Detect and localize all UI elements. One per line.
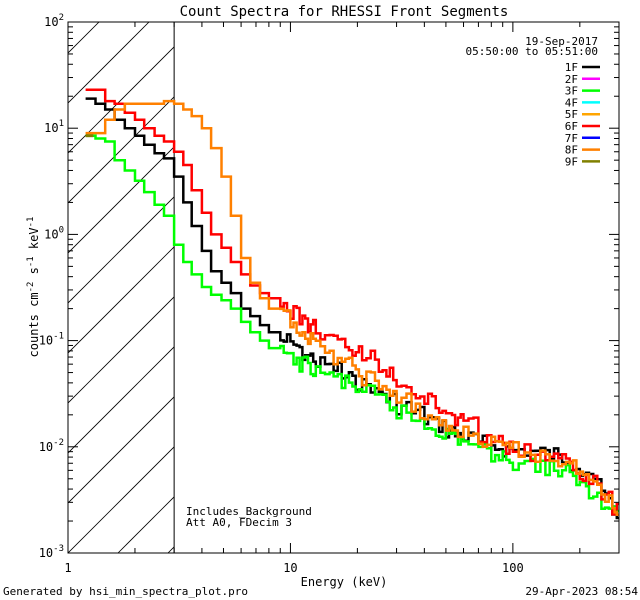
hatch-line [68, 22, 100, 54]
hatch-line [68, 296, 175, 404]
series-line-3F [85, 134, 619, 513]
hatch-line [68, 246, 175, 354]
y-tick-label: 101 [44, 119, 64, 135]
footer-timestamp: 29-Apr-2023 08:54 [525, 585, 638, 598]
annotation-attenuator: Att A0, FDecim 3 [186, 516, 292, 529]
hatch-line [318, 0, 640, 553]
hatch-line [68, 46, 175, 154]
legend-time-range: 05:50:00 to 05:51:00 [466, 45, 598, 58]
hatch-line [418, 0, 640, 553]
legend-label-5F: 5F [565, 108, 578, 121]
hatch-line [368, 0, 640, 553]
y-axis-label: counts cm-2 s-1 keV-1 [26, 217, 41, 358]
legend-label-9F: 9F [565, 155, 578, 168]
hatch-line [68, 446, 175, 553]
y-tick-labels: 10-3 10-2 10-1 100 101 102 [39, 13, 64, 560]
y-tick-label: 102 [44, 13, 64, 29]
legend-date: 19-Sep-2017 [525, 35, 598, 48]
legend-label-7F: 7F [565, 132, 578, 145]
hatch-line [68, 346, 175, 454]
legend-label-4F: 4F [565, 96, 578, 109]
legend-label-6F: 6F [565, 120, 578, 133]
legend-label-1F: 1F [565, 61, 578, 74]
series-layer [85, 88, 619, 520]
hatch-line [68, 396, 175, 504]
x-axis-label: Energy (keV) [301, 575, 388, 589]
series-line-8F [85, 99, 619, 516]
annotation-background: Includes_Background [186, 505, 312, 518]
attenuator-hatch-region [0, 0, 640, 553]
x-tick-labels: 1 10 100 [64, 561, 523, 575]
hatch-line [618, 0, 640, 553]
legend-label-2F: 2F [565, 73, 578, 86]
hatch-line [68, 22, 150, 104]
footer-generated-by: Generated by hsi_min_spectra_plot.pro [3, 585, 248, 598]
legend-label-8F: 8F [565, 144, 578, 157]
hatch-line [268, 0, 640, 553]
series-line-6F [85, 88, 619, 516]
y-tick-label: 10-3 [39, 544, 64, 560]
plot-frame [67, 21, 620, 554]
y-tick-label: 100 [44, 225, 64, 241]
hatch-line [68, 146, 175, 254]
y-tick-label: 10-1 [39, 332, 64, 348]
legend-label-3F: 3F [565, 85, 578, 98]
hatch-line [0, 0, 118, 553]
axis-ticks [67, 22, 620, 554]
chart-title: Count Spectra for RHESSI Front Segments [180, 4, 509, 20]
x-tick-label: 100 [502, 561, 524, 575]
x-tick-label: 1 [64, 561, 71, 575]
y-tick-label: 10-2 [39, 438, 64, 454]
hatch-line [68, 196, 175, 304]
x-tick-label: 10 [283, 561, 297, 575]
hatch-line [68, 96, 175, 204]
